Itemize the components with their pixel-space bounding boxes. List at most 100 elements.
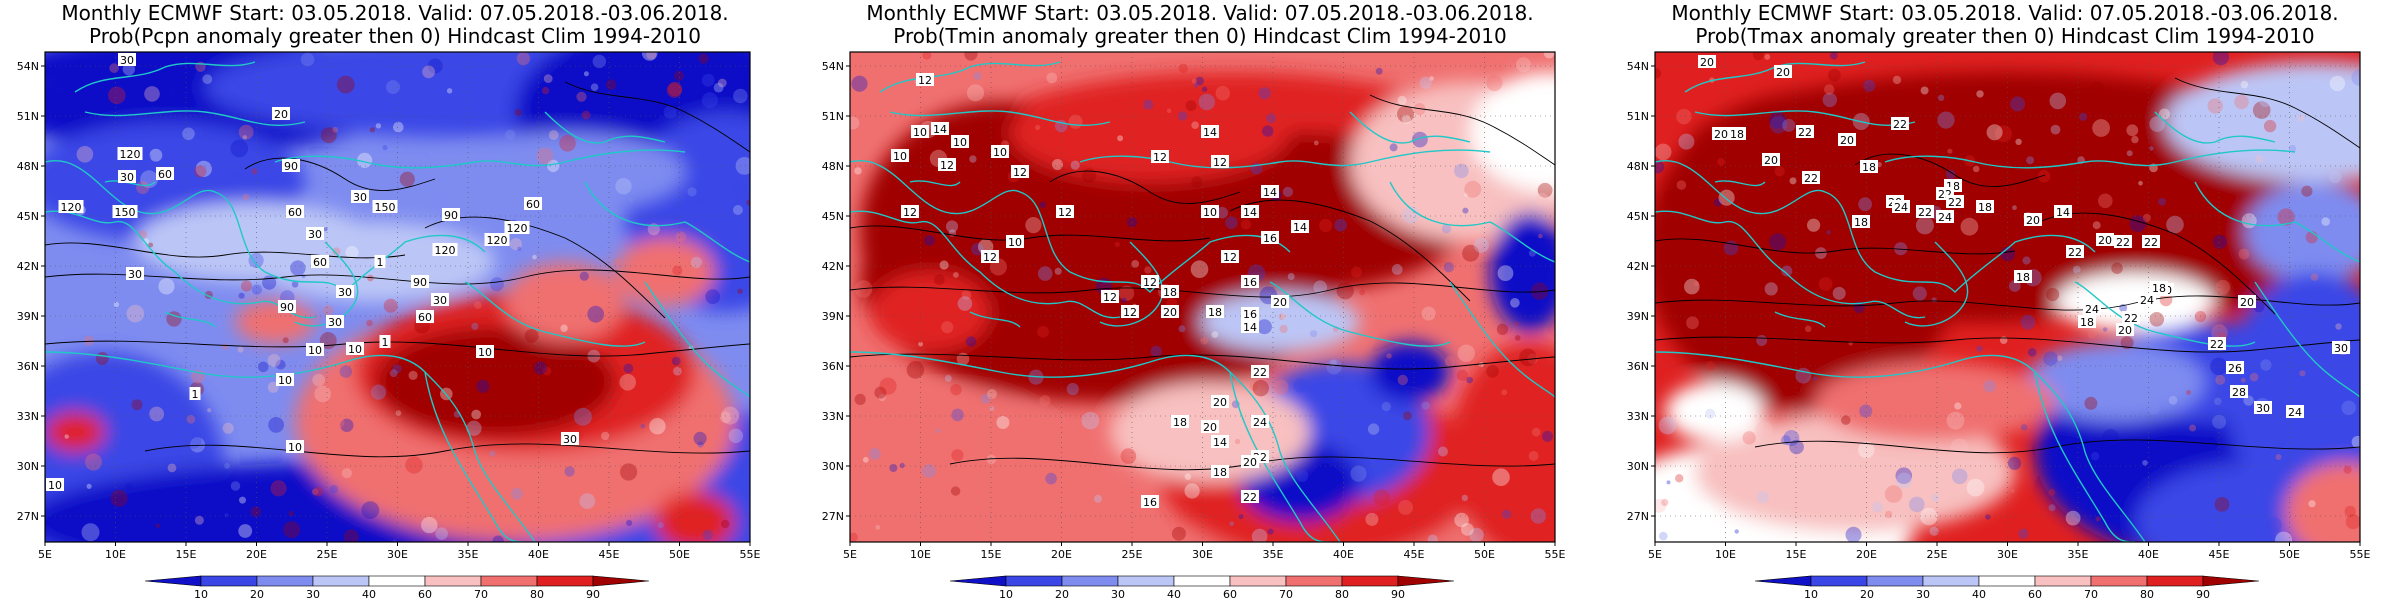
field-speck <box>237 346 244 353</box>
field-speck <box>221 343 229 350</box>
colorbar-label: 30 <box>1916 588 1930 600</box>
field-speck <box>1391 264 1403 275</box>
field-speck <box>1752 52 1764 61</box>
field-speck <box>192 127 204 138</box>
field-speck <box>1427 534 1438 542</box>
field-speck <box>1464 180 1482 198</box>
lat-tick-label: 54N <box>17 60 39 73</box>
contour-label: 22 <box>1891 117 1909 131</box>
colorbar-segment <box>536 575 594 587</box>
contour-label-box <box>1241 490 1259 503</box>
coastline <box>889 110 1111 127</box>
field-speck <box>2065 510 2081 526</box>
field-speck <box>2010 488 2015 493</box>
field-speck <box>320 127 337 144</box>
contour-label-text: 10 <box>288 441 302 454</box>
contour-label-text: 14 <box>1293 221 1307 234</box>
field-speck <box>1966 478 1985 497</box>
field-speck <box>1894 242 1908 256</box>
field-speck <box>2277 208 2295 226</box>
lon-tick-label: 50E <box>2279 548 2300 561</box>
field-speck <box>1884 485 1903 503</box>
contour-label-box <box>1006 235 1024 248</box>
coastline <box>1389 181 1555 263</box>
contour-label-box <box>1838 133 1856 146</box>
field-speck <box>323 227 328 232</box>
field-speck <box>1280 313 1287 320</box>
field-speck <box>957 296 973 311</box>
field-speck <box>389 369 398 378</box>
contour-label-text: 16 <box>1243 276 1257 289</box>
coastline <box>2154 111 2276 144</box>
field-speck <box>158 278 175 295</box>
lat-tick-label: 54N <box>822 60 844 73</box>
field-speck <box>1118 285 1135 301</box>
field-speck <box>587 305 605 323</box>
field-speck <box>1034 124 1041 131</box>
contour-label-box <box>432 243 458 256</box>
field-speck <box>471 409 482 420</box>
contour-label-text: 60 <box>418 311 432 324</box>
contour-label-text: 1 <box>192 388 199 401</box>
field-speck <box>270 480 287 497</box>
contour-label-box <box>1201 205 1219 218</box>
contour-label-box <box>2024 213 2042 226</box>
contour-label-box <box>1241 205 1259 218</box>
contour-label-box <box>1151 150 1169 163</box>
contour-label-text: 16 <box>1263 232 1277 245</box>
field-speck <box>1742 431 1756 445</box>
field-speck <box>2215 279 2231 295</box>
contour-label-box <box>411 275 429 288</box>
contour-label-text: 12 <box>1213 156 1227 169</box>
field-speck <box>1171 526 1186 541</box>
field-speck <box>1756 491 1769 504</box>
contour-label: 18 <box>1161 285 1179 299</box>
field-speck <box>113 301 120 308</box>
contour-label-text: 22 <box>1918 206 1932 219</box>
field-speck <box>2072 265 2081 274</box>
contour-label-box <box>276 373 294 386</box>
coastline <box>1884 149 2296 169</box>
colorbar-segment <box>592 575 650 587</box>
field-speck <box>382 145 388 151</box>
field-speck <box>149 148 163 162</box>
contour-label: 14 <box>1291 220 1309 234</box>
coastline <box>544 111 666 144</box>
field-speck <box>732 205 743 215</box>
field-speck <box>239 496 246 504</box>
contour-label: 22 <box>2114 235 2132 249</box>
contour-label: 90 <box>278 300 296 314</box>
colorbar-label: 70 <box>474 588 488 600</box>
field-speck <box>719 411 732 423</box>
contour-label-box <box>1936 210 1954 223</box>
coastline <box>2034 371 2136 542</box>
field-speck <box>1461 494 1468 502</box>
colorbar-segment <box>1061 575 1119 587</box>
probability-region <box>2025 342 2205 422</box>
contour-label-box <box>379 335 391 348</box>
field-speck <box>1676 180 1687 190</box>
field-speck <box>1240 255 1250 265</box>
contour-lines <box>45 81 750 458</box>
field-speck <box>110 489 128 507</box>
colorbar-label: 60 <box>418 588 432 600</box>
field-speck <box>2308 500 2316 508</box>
field-speck <box>2310 273 2319 281</box>
field-speck <box>560 324 568 332</box>
field-speck <box>1266 113 1276 124</box>
field-speck <box>2210 357 2228 376</box>
field-speck <box>345 245 359 260</box>
contour-label: 20 <box>1271 295 1289 309</box>
contour-label-box <box>981 250 999 263</box>
field-speck <box>2255 155 2264 163</box>
contour-label-text: 20 <box>2098 234 2112 247</box>
colorbar-label: 20 <box>1055 588 1069 600</box>
contour-label: 30 <box>326 315 344 329</box>
field-speck <box>367 274 374 282</box>
field-speck <box>1039 201 1046 209</box>
field-speck <box>950 384 962 396</box>
contour-label-box <box>442 208 460 221</box>
field-speck <box>2186 389 2192 395</box>
colorbar-segment <box>1978 575 2036 587</box>
